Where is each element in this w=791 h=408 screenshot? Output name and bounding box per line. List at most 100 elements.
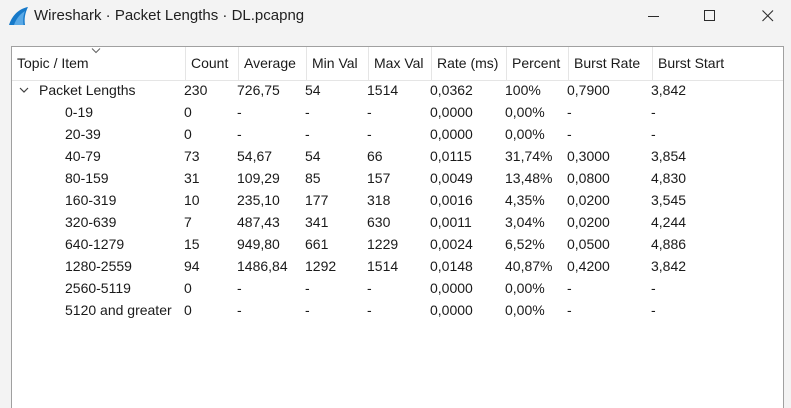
count-cell: 0 bbox=[184, 104, 192, 120]
table-row[interactable]: 80-159 31 109,29 85 157 0,0049 13,48% 0,0800 4,8… bbox=[12, 167, 783, 189]
topic-cell: 40-79 bbox=[65, 148, 101, 164]
rate-cell: 0,0148 bbox=[430, 258, 473, 274]
table-row[interactable]: 2560-5119 0 - - - 0,0000 0,00% - - bbox=[12, 277, 783, 299]
average-cell: - bbox=[237, 302, 242, 318]
table-row[interactable]: 1280-2559 94 1486,84 1292 1514 0,0148 40,87% 0,… bbox=[12, 255, 783, 277]
count-cell: 10 bbox=[184, 192, 200, 208]
max-val-cell: - bbox=[367, 302, 372, 318]
burst-rate-cell: 0,0200 bbox=[567, 214, 610, 230]
percent-cell: 0,00% bbox=[505, 302, 545, 318]
topic-cell: 1280-2559 bbox=[65, 258, 132, 274]
burst-rate-cell: 0,3000 bbox=[567, 148, 610, 164]
max-val-cell: 66 bbox=[367, 148, 383, 164]
column-header-average[interactable]: Average bbox=[239, 47, 307, 80]
maximize-button[interactable] bbox=[687, 0, 733, 32]
max-val-cell: - bbox=[367, 104, 372, 120]
column-header-min-val[interactable]: Min Val bbox=[307, 47, 369, 80]
table-row[interactable]: 320-639 7 487,43 341 630 0,0011 3,04% 0,0200 4,2… bbox=[12, 211, 783, 233]
average-cell: - bbox=[237, 126, 242, 142]
column-header-label: Topic / Item bbox=[17, 55, 89, 71]
rate-cell: 0,0000 bbox=[430, 104, 473, 120]
wireshark-fin-icon bbox=[9, 7, 28, 25]
topic-cell: 20-39 bbox=[65, 126, 101, 142]
average-cell: 54,67 bbox=[237, 148, 273, 164]
min-val-cell: 341 bbox=[305, 214, 329, 230]
min-val-cell: - bbox=[305, 126, 310, 142]
rate-cell: 0,0016 bbox=[430, 192, 473, 208]
column-header-burst-start[interactable]: Burst Start bbox=[658, 55, 725, 71]
rate-cell: 0,0362 bbox=[430, 82, 473, 98]
minimize-button[interactable] bbox=[631, 0, 677, 32]
topic-cell: 80-159 bbox=[65, 170, 109, 186]
chevron-down-icon[interactable] bbox=[19, 85, 29, 95]
burst-start-cell: 3,842 bbox=[651, 82, 687, 98]
burst-rate-cell: - bbox=[567, 104, 572, 120]
table-row[interactable]: 0-19 0 - - - 0,0000 0,00% - - bbox=[12, 101, 783, 123]
min-val-cell: 54 bbox=[305, 148, 321, 164]
column-header-count[interactable]: Count bbox=[186, 47, 239, 80]
count-cell: 94 bbox=[184, 258, 200, 274]
topic-cell: 320-639 bbox=[65, 214, 117, 230]
max-val-cell: 630 bbox=[367, 214, 391, 230]
count-cell: 0 bbox=[184, 302, 192, 318]
column-header-percent[interactable]: Percent bbox=[507, 47, 569, 80]
topic-cell: Packet Lengths bbox=[39, 82, 136, 98]
burst-start-cell: 4,886 bbox=[651, 236, 687, 252]
percent-cell: 40,87% bbox=[505, 258, 553, 274]
percent-cell: 4,35% bbox=[505, 192, 545, 208]
average-cell: 235,10 bbox=[237, 192, 280, 208]
table-row[interactable]: 5120 and greater 0 - - - 0,0000 0,00% - - bbox=[12, 299, 783, 321]
title-bar[interactable]: Wireshark · Packet Lengths · DL.pcapng bbox=[0, 0, 791, 32]
packet-lengths-tree[interactable]: Topic / Item Count Average Min Val Max V… bbox=[11, 46, 784, 408]
tree-root-row[interactable]: Packet Lengths 230 726,75 54 1514 0,0362… bbox=[12, 79, 783, 101]
burst-start-cell: 3,545 bbox=[651, 192, 687, 208]
column-header-row: Topic / Item Count Average Min Val Max V… bbox=[12, 47, 783, 81]
min-val-cell: 1292 bbox=[305, 258, 337, 274]
burst-rate-cell: 0,0200 bbox=[567, 192, 610, 208]
burst-start-cell: - bbox=[651, 302, 656, 318]
average-cell: - bbox=[237, 104, 242, 120]
column-header-rate[interactable]: Rate (ms) bbox=[432, 47, 507, 80]
rate-cell: 0,0000 bbox=[430, 280, 473, 296]
close-button[interactable] bbox=[745, 0, 791, 32]
percent-cell: 0,00% bbox=[505, 280, 545, 296]
rate-cell: 0,0024 bbox=[430, 236, 473, 252]
table-row[interactable]: 640-1279 15 949,80 661 1229 0,0024 6,52% 0,0500… bbox=[12, 233, 783, 255]
burst-rate-cell: 0,0500 bbox=[567, 236, 610, 252]
burst-start-cell: - bbox=[651, 126, 656, 142]
min-val-cell: - bbox=[305, 302, 310, 318]
max-val-cell: - bbox=[367, 280, 372, 296]
table-row[interactable]: 20-39 0 - - - 0,0000 0,00% - - bbox=[12, 123, 783, 145]
table-row[interactable]: 40-79 73 54,67 54 66 0,0115 31,74% 0,3000 3,854 bbox=[12, 145, 783, 167]
burst-rate-cell: - bbox=[567, 280, 572, 296]
table-row[interactable]: 160-319 10 235,10 177 318 0,0016 4,35% 0,0200 3,… bbox=[12, 189, 783, 211]
rate-cell: 0,0115 bbox=[430, 148, 472, 164]
max-val-cell: 1514 bbox=[367, 258, 399, 274]
min-val-cell: - bbox=[305, 104, 310, 120]
topic-cell: 160-319 bbox=[65, 192, 117, 208]
max-val-cell: - bbox=[367, 126, 372, 142]
topic-cell: 2560-5119 bbox=[65, 280, 131, 296]
percent-cell: 6,52% bbox=[505, 236, 545, 252]
min-val-cell: - bbox=[305, 280, 310, 296]
max-val-cell: 157 bbox=[367, 170, 391, 186]
sort-ascending-icon bbox=[91, 48, 101, 54]
min-val-cell: 54 bbox=[305, 82, 321, 98]
column-header-max-val[interactable]: Max Val bbox=[369, 47, 432, 80]
min-val-cell: 177 bbox=[305, 192, 329, 208]
burst-start-cell: 3,854 bbox=[651, 148, 687, 164]
column-header-burst-rate[interactable]: Burst Rate bbox=[569, 47, 653, 80]
burst-start-cell: 3,842 bbox=[651, 258, 687, 274]
percent-cell: 3,04% bbox=[505, 214, 545, 230]
percent-cell: 31,74% bbox=[505, 148, 553, 164]
count-cell: 73 bbox=[184, 148, 200, 164]
count-cell: 0 bbox=[184, 280, 192, 296]
average-cell: 487,43 bbox=[237, 214, 280, 230]
average-cell: 726,75 bbox=[237, 82, 280, 98]
minimize-icon bbox=[648, 16, 659, 17]
count-cell: 230 bbox=[184, 82, 208, 98]
burst-rate-cell: - bbox=[567, 126, 572, 142]
rate-cell: 0,0000 bbox=[430, 302, 473, 318]
percent-cell: 0,00% bbox=[505, 126, 545, 142]
column-header-topic[interactable]: Topic / Item bbox=[12, 47, 186, 80]
